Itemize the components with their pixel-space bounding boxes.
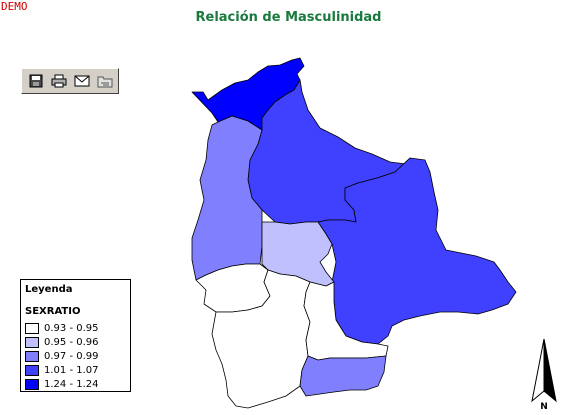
- print-icon: [51, 74, 67, 88]
- save-button[interactable]: [26, 71, 46, 91]
- map-toolbar: [21, 68, 119, 94]
- legend-item: 1.24 - 1.24: [25, 377, 99, 391]
- email-icon: [74, 75, 90, 87]
- legend-item: 0.97 - 0.99: [25, 349, 99, 363]
- legend-field-name: SEXRATIO: [25, 306, 81, 317]
- map-title: Relación de Masculinidad: [195, 10, 382, 25]
- legend-item-label: 1.01 - 1.07: [44, 364, 99, 376]
- legend-item: 0.93 - 0.95: [25, 321, 99, 335]
- north-arrow-icon: N: [531, 338, 557, 411]
- legend-item: 0.95 - 0.96: [25, 335, 99, 349]
- legend-item: 1.01 - 1.07: [25, 363, 99, 377]
- open-button[interactable]: [95, 71, 115, 91]
- save-icon: [29, 74, 43, 88]
- legend-item-label: 0.95 - 0.96: [44, 336, 99, 348]
- legend-item-label: 0.93 - 0.95: [44, 322, 99, 334]
- legend-item-label: 1.24 - 1.24: [44, 378, 99, 390]
- folder-icon: [97, 76, 113, 88]
- legend-swatch: [25, 336, 39, 348]
- demo-watermark: DEMO: [1, 0, 28, 13]
- legend-swatch: [25, 364, 39, 376]
- map-legend: Leyenda SEXRATIO 0.93 - 0.95 0.95 - 0.96…: [20, 279, 131, 392]
- legend-swatch: [25, 350, 39, 362]
- email-button[interactable]: [72, 71, 92, 91]
- legend-swatch: [25, 322, 39, 334]
- north-label: N: [540, 402, 548, 411]
- print-button[interactable]: [49, 71, 69, 91]
- region-la-paz: [191, 115, 263, 281]
- legend-item-label: 0.97 - 0.99: [44, 350, 99, 362]
- legend-items: 0.93 - 0.95 0.95 - 0.96 0.97 - 0.99 1.01…: [25, 321, 99, 391]
- legend-swatch: [25, 378, 39, 390]
- legend-title: Leyenda: [25, 284, 73, 295]
- region-tarija: [299, 355, 387, 397]
